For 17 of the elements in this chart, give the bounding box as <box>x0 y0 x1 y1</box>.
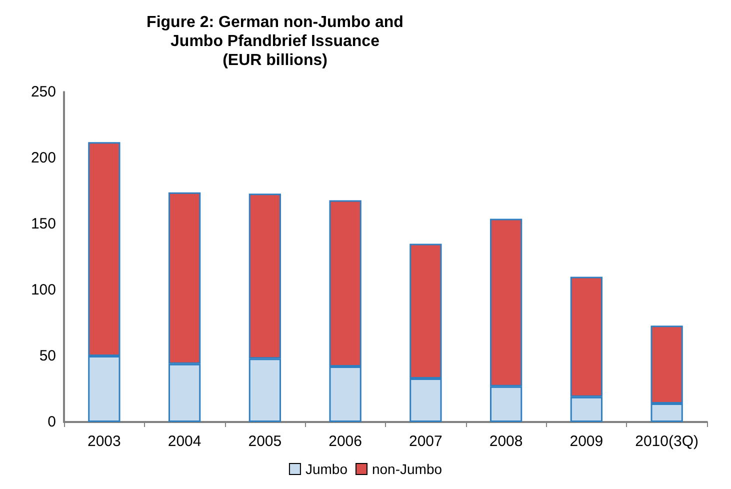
chart-title: Figure 2: German non-Jumbo and Jumbo Pfandbrief Issuance (EUR billions) <box>146 14 404 69</box>
y-tick-label: 150 <box>30 216 56 232</box>
y-tick-label: 100 <box>30 282 56 298</box>
y-tick-label: 250 <box>30 84 56 100</box>
y-tick-label: 0 <box>48 414 56 430</box>
legend-label: non-Jumbo <box>372 461 442 477</box>
x-tick-label: 2007 <box>409 433 442 450</box>
x-tick-label: 2005 <box>248 433 282 450</box>
x-tick-label: 2010(3Q) <box>635 433 698 450</box>
x-tick-label: 2006 <box>328 433 362 450</box>
x-tick-label: 2003 <box>88 433 121 450</box>
legend-label: Jumbo <box>305 461 348 477</box>
y-tick-label: 200 <box>30 150 56 166</box>
x-tick-label: 2004 <box>168 433 202 450</box>
x-tick-label: 2008 <box>489 433 523 450</box>
x-tick-label: 2009 <box>570 433 604 450</box>
y-tick-label: 50 <box>39 348 56 364</box>
